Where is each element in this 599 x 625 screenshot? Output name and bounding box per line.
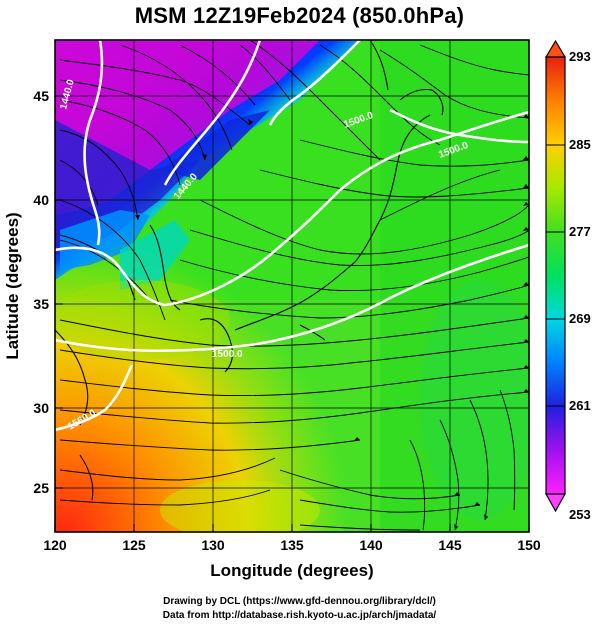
colorbar-tick-label: 285 bbox=[569, 137, 591, 152]
y-tick-label: 35 bbox=[33, 296, 49, 312]
x-tick-label: 150 bbox=[517, 537, 541, 553]
y-tick-label: 40 bbox=[33, 192, 49, 208]
x-tick-label: 130 bbox=[201, 537, 225, 553]
colorbar-tick-label: 261 bbox=[569, 398, 591, 413]
lat-lon-grid bbox=[55, 40, 529, 532]
temperature-field bbox=[55, 40, 529, 532]
wind-arrowheads bbox=[135, 114, 529, 530]
colorbar-tick-label: 277 bbox=[569, 224, 591, 239]
contour-label: 1500.0 bbox=[212, 349, 243, 360]
colorbar-max-arrow bbox=[544, 39, 567, 58]
credit-data: Data from http://database.rish.kyoto-u.a… bbox=[162, 610, 437, 621]
wind-streamlines bbox=[59, 40, 529, 531]
colorbar-tick-label: 293 bbox=[569, 49, 591, 64]
colorbar-tick-label: 253 bbox=[569, 507, 591, 522]
colorbar: 293 285 277 269 261 253 bbox=[544, 39, 591, 522]
x-tick-label: 145 bbox=[438, 537, 462, 553]
height-contours bbox=[55, 40, 529, 432]
x-tick-label: 125 bbox=[122, 537, 146, 553]
y-tick-label: 45 bbox=[33, 88, 49, 104]
y-tick-labels: 45 40 35 30 25 bbox=[33, 88, 49, 496]
credit-drawing: Drawing by DCL (https://www.gfd-dennou.o… bbox=[163, 596, 436, 607]
x-tick-label: 140 bbox=[359, 537, 383, 553]
y-tick-label: 25 bbox=[33, 480, 49, 496]
x-axis-title: Longitude (degrees) bbox=[210, 561, 373, 580]
x-tick-label: 120 bbox=[43, 537, 67, 553]
colorbar-min-arrow bbox=[544, 493, 567, 513]
y-axis-title: Latitude (degrees) bbox=[3, 212, 22, 359]
x-tick-label: 135 bbox=[280, 537, 304, 553]
y-tick-label: 30 bbox=[33, 400, 49, 416]
axis-ticks bbox=[54, 95, 530, 532]
x-tick-labels: 120 125 130 135 140 145 150 bbox=[43, 537, 541, 553]
chart-title: MSM 12Z19Feb2024 (850.0hPa) bbox=[134, 3, 465, 28]
colorbar-tick-label: 269 bbox=[569, 311, 591, 326]
colorbar-gradient bbox=[545, 56, 566, 495]
